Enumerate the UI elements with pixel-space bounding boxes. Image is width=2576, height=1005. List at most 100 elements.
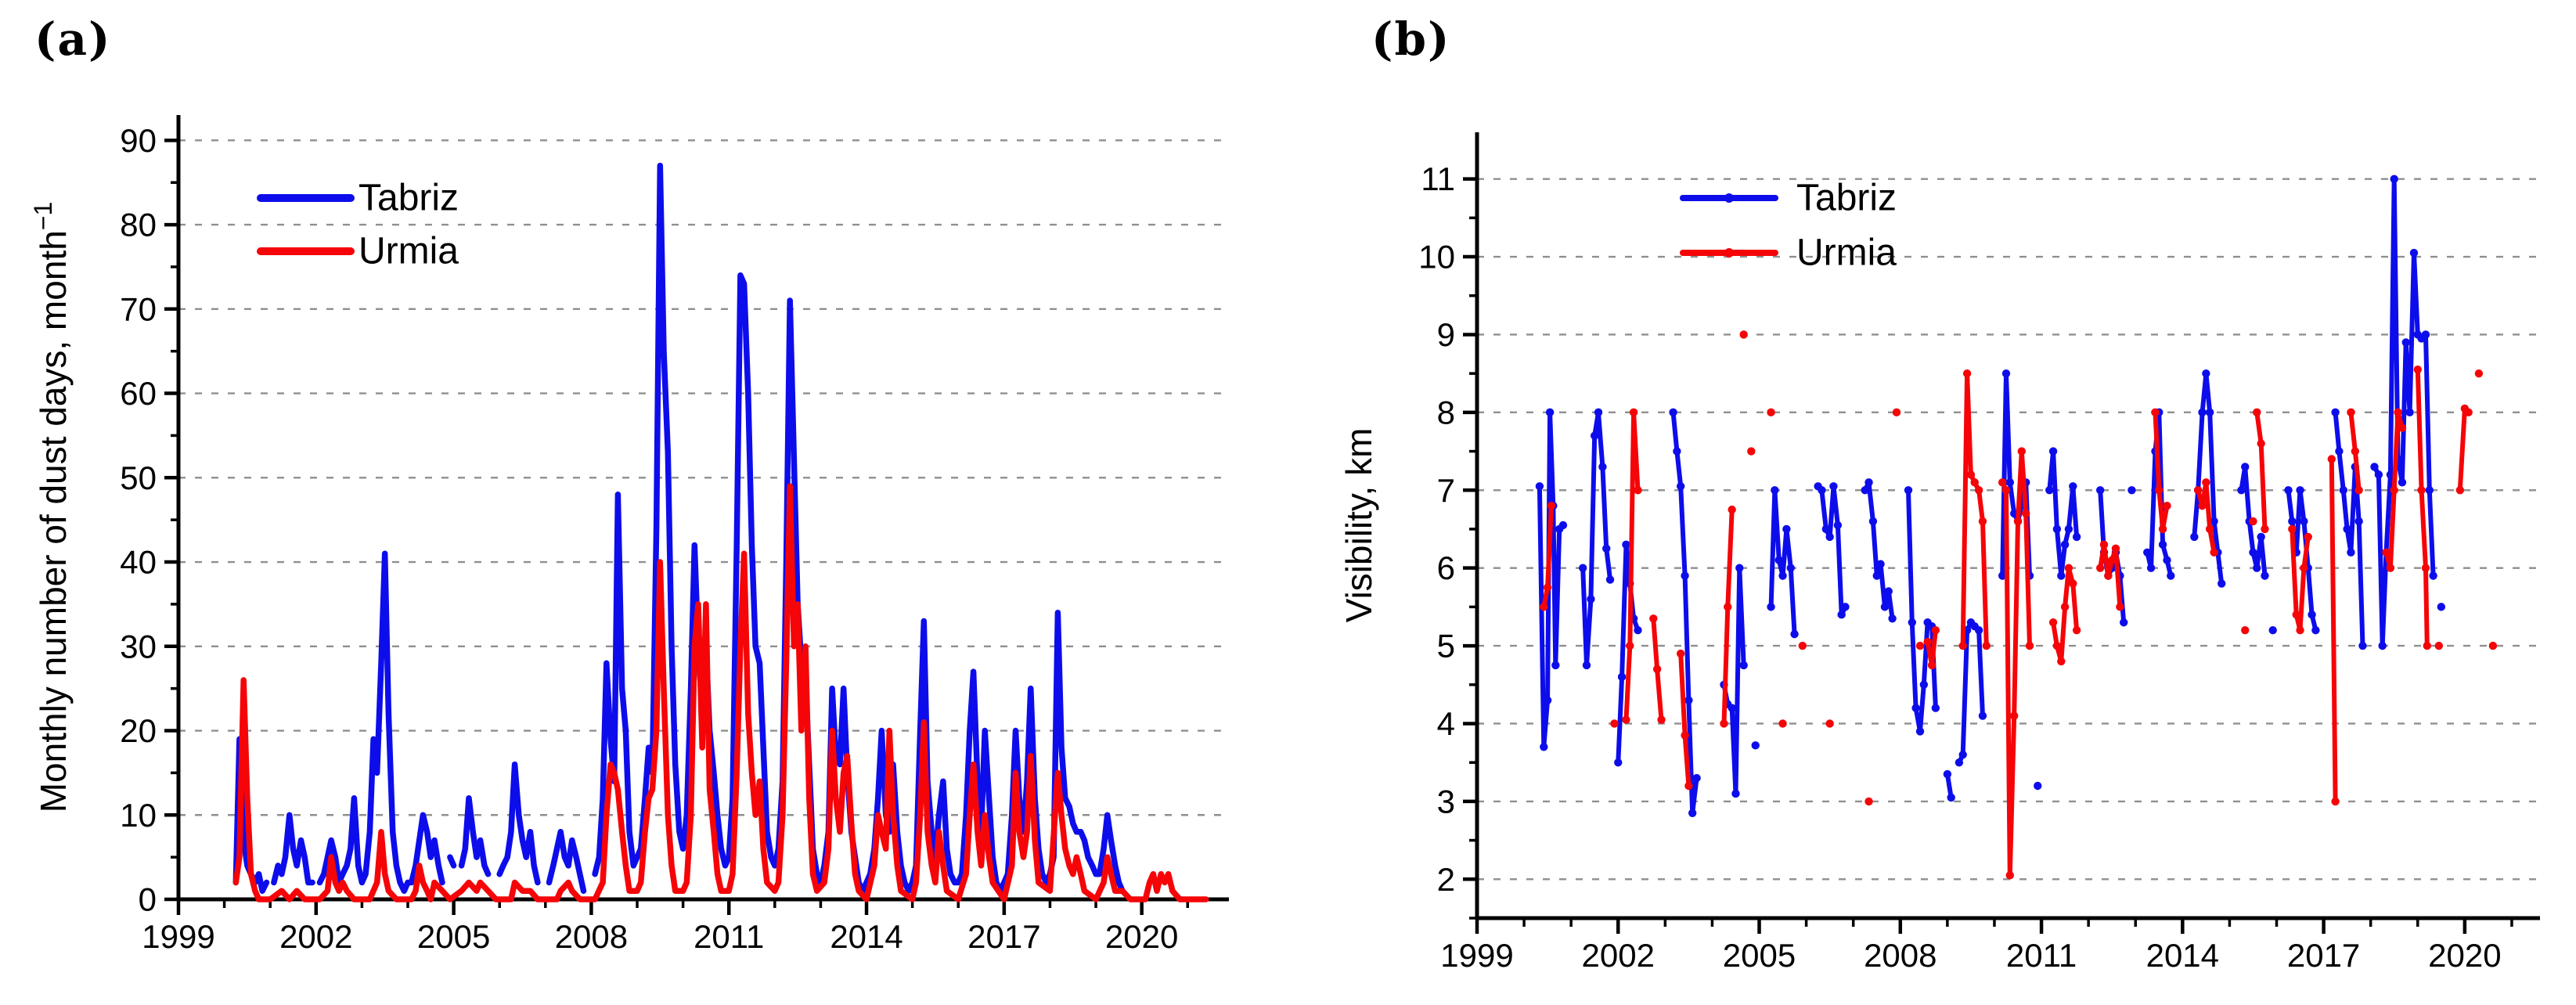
y-tick-label: 3 bbox=[1437, 783, 1455, 819]
data-point bbox=[1778, 571, 1787, 580]
data-point bbox=[2111, 544, 2120, 553]
data-point bbox=[2354, 486, 2363, 495]
series-line bbox=[1721, 507, 1735, 726]
legend: Tabriz Urmia bbox=[257, 178, 459, 272]
data-point bbox=[1931, 625, 1940, 635]
x-tick-label: 1999 bbox=[142, 918, 214, 955]
y-tick-label: 10 bbox=[1418, 239, 1455, 276]
data-point bbox=[2288, 524, 2297, 534]
data-point bbox=[2249, 548, 2257, 557]
data-point bbox=[1543, 583, 1552, 592]
data-point bbox=[2335, 447, 2344, 456]
data-point bbox=[1833, 521, 1843, 530]
data-point bbox=[2064, 564, 2073, 572]
data-point bbox=[2398, 478, 2407, 487]
data-point bbox=[1634, 486, 1642, 495]
data-point bbox=[1978, 711, 1987, 720]
data-point bbox=[2455, 486, 2465, 495]
panel-label-b: (b) bbox=[1371, 13, 1451, 66]
data-point bbox=[1931, 704, 1940, 712]
data-point bbox=[1778, 719, 1787, 728]
data-point bbox=[2343, 524, 2351, 534]
data-point bbox=[2304, 532, 2312, 542]
data-point bbox=[1821, 524, 1831, 534]
data-point bbox=[2390, 175, 2398, 183]
data-point bbox=[2386, 564, 2395, 572]
data-point bbox=[2205, 408, 2214, 417]
data-point bbox=[2351, 447, 2360, 456]
data-point bbox=[1728, 505, 1736, 514]
data-point bbox=[1904, 486, 1913, 495]
data-point bbox=[2143, 548, 2152, 557]
data-point bbox=[1622, 540, 1630, 549]
data-point bbox=[2311, 625, 2320, 635]
data-point bbox=[2060, 603, 2070, 611]
data-point bbox=[1543, 696, 1552, 704]
data-point bbox=[1676, 649, 1685, 658]
data-point bbox=[1626, 641, 1634, 650]
data-point bbox=[2107, 556, 2117, 564]
series-line bbox=[1537, 409, 1565, 750]
data-point bbox=[1892, 408, 1901, 417]
data-point bbox=[1923, 637, 1932, 647]
data-point bbox=[2268, 625, 2277, 635]
legend-item-urmia: Urmia bbox=[1680, 232, 1897, 274]
y-tick-label: 5 bbox=[1437, 628, 1455, 665]
data-point bbox=[2146, 564, 2156, 572]
data-point bbox=[1578, 564, 1587, 572]
data-point bbox=[2198, 408, 2207, 417]
y-tick-label: 2 bbox=[1437, 861, 1455, 898]
y-tick-label: 40 bbox=[120, 544, 157, 581]
panel-b: 2 3 4 5 6 7 8 9 10 11 1999 2002 2005 2008 2011 2014 2017… bbox=[1338, 132, 2540, 974]
data-point bbox=[2048, 618, 2058, 627]
data-point bbox=[1739, 661, 1748, 670]
series-line bbox=[1960, 371, 1989, 649]
data-point bbox=[2198, 501, 2207, 510]
data-point bbox=[2464, 408, 2473, 417]
data-point bbox=[1790, 629, 1799, 639]
legend-item-tabriz: Tabriz bbox=[1680, 178, 1897, 219]
data-point bbox=[2331, 408, 2340, 417]
series-line bbox=[316, 550, 445, 894]
y-tick-label: 80 bbox=[120, 207, 157, 243]
y-tick-label: 7 bbox=[1437, 472, 1455, 509]
data-point bbox=[1551, 661, 1560, 670]
data-point bbox=[2409, 248, 2419, 258]
data-point bbox=[1735, 564, 1744, 572]
data-point bbox=[1825, 719, 1834, 728]
data-point bbox=[1547, 501, 1556, 510]
data-point bbox=[2045, 486, 2054, 495]
x-tick-label: 2005 bbox=[417, 918, 490, 955]
y-tick-label: 8 bbox=[1437, 394, 1455, 430]
data-point bbox=[1728, 704, 1736, 712]
data-point bbox=[1876, 560, 1885, 568]
series-line bbox=[1623, 409, 1641, 722]
data-point bbox=[1582, 661, 1591, 670]
data-point bbox=[1970, 478, 1979, 487]
data-point bbox=[1558, 521, 1568, 530]
x-tick-label: 2017 bbox=[967, 918, 1040, 955]
data-point bbox=[1774, 556, 1783, 564]
data-point bbox=[2151, 408, 2160, 417]
series-urmia bbox=[232, 483, 1209, 902]
data-point bbox=[2116, 603, 2124, 611]
data-point bbox=[2421, 564, 2430, 572]
data-point bbox=[1767, 603, 1775, 611]
data-point bbox=[2390, 486, 2398, 495]
data-point bbox=[1545, 408, 1555, 417]
data-point bbox=[1720, 719, 1728, 728]
data-point bbox=[1652, 665, 1662, 674]
data-point bbox=[1884, 587, 1893, 596]
data-point bbox=[2022, 509, 2030, 518]
x-tick-label: 2005 bbox=[1723, 937, 1796, 974]
data-point bbox=[2193, 486, 2203, 495]
data-point bbox=[1947, 793, 1955, 802]
data-point bbox=[1614, 758, 1623, 767]
data-point bbox=[2001, 486, 2011, 495]
data-point bbox=[2347, 408, 2355, 417]
series-line bbox=[1906, 488, 1938, 734]
series-line bbox=[1580, 409, 1613, 668]
data-point bbox=[2013, 517, 2023, 526]
series-line bbox=[458, 794, 492, 877]
